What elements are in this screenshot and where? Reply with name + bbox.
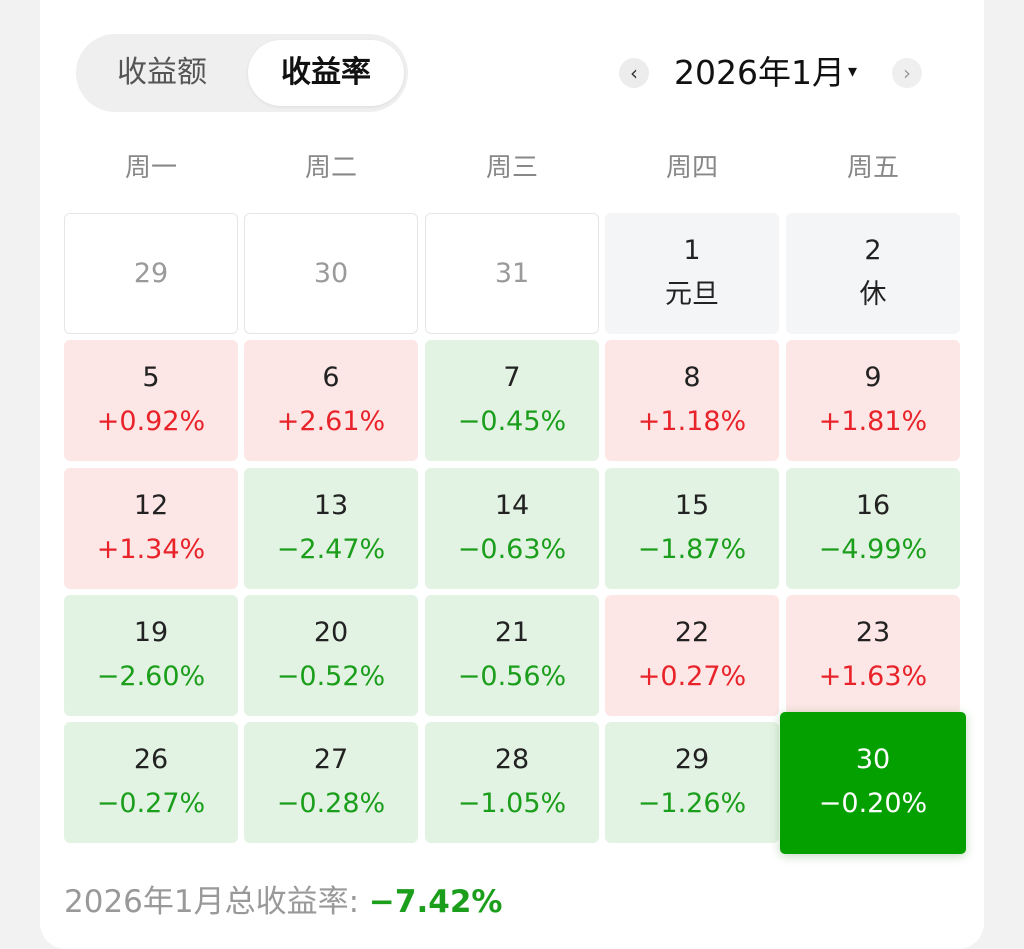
calendar-day-cell[interactable]: 28 −1.05% [425,722,599,843]
day-number: 8 [683,362,701,393]
daily-return: −1.26% [637,788,747,819]
daily-return: +0.27% [637,661,747,692]
calendar-day-cell[interactable]: 5 +0.92% [64,340,238,461]
daily-return: −1.05% [457,788,567,819]
daily-return: −0.63% [457,534,567,565]
day-number: 27 [313,744,349,775]
day-number: 2 [864,235,882,266]
calendar-day-cell[interactable]: 12 +1.34% [64,468,238,589]
day-number: 30 [313,258,349,289]
calendar-day-cell[interactable]: 1 元旦 [605,213,779,334]
daily-return: +1.34% [96,534,206,565]
day-number: 31 [494,258,530,289]
holiday-label: 休 [859,279,887,310]
month-selector[interactable]: 2026年1月 [674,53,845,92]
calendar-day-cell[interactable]: 14 −0.63% [425,468,599,589]
holiday-label: 元旦 [665,279,719,310]
calendar-day-cell: 30 [244,213,418,334]
daily-return: −0.52% [276,661,386,692]
monthly-total: 2026年1月总收益率: −7.42% [64,880,502,924]
weekday-mon: 周一 [124,153,177,183]
calendar-day-cell[interactable]: 22 +0.27% [605,595,779,716]
daily-return: −0.56% [457,661,567,692]
day-number: 16 [855,490,891,521]
day-number: 29 [674,744,710,775]
daily-return: −4.99% [818,534,928,565]
calendar-day-cell[interactable]: 26 −0.27% [64,722,238,843]
monthly-total-value: −7.42% [368,884,503,920]
prev-month-button[interactable]: ‹ [619,58,649,88]
metric-toggle: 收益额 收益率 [76,34,408,112]
daily-return: +0.92% [96,406,206,437]
calendar-day-cell[interactable]: 21 −0.56% [425,595,599,716]
calendar-day-cell[interactable]: 7 −0.45% [425,340,599,461]
day-number: 26 [133,744,169,775]
day-number: 1 [683,235,701,266]
calendar-day-cell[interactable]: 13 −2.47% [244,468,418,589]
day-number: 5 [142,362,160,393]
day-number: 22 [674,617,710,648]
calendar-day-cell[interactable]: 20 −0.52% [244,595,418,716]
weekday-fri: 周五 [846,153,899,183]
day-number: 21 [494,617,530,648]
monthly-total-label: 2026年1月总收益率: [64,884,369,920]
daily-return: −2.60% [96,661,206,692]
weekday-wed: 周三 [485,153,538,183]
calendar-day-cell[interactable]: 6 +2.61% [244,340,418,461]
calendar-day-cell[interactable]: 15 −1.87% [605,468,779,589]
day-number: 19 [133,617,169,648]
calendar-day-cell[interactable]: 16 −4.99% [786,468,960,589]
daily-return: +1.81% [818,406,928,437]
weekday-thu: 周四 [665,153,718,183]
calendar-day-cell[interactable]: 29 −1.26% [605,722,779,843]
day-number: 13 [313,490,349,521]
daily-return: −1.87% [637,534,747,565]
daily-return: −0.27% [96,788,206,819]
daily-return: +1.63% [818,661,928,692]
calendar-day-cell[interactable]: 23 +1.63% [786,595,960,716]
day-number: 15 [674,490,710,521]
day-number: 29 [133,258,169,289]
next-month-button[interactable]: › [892,58,922,88]
daily-return: −0.20% [818,788,928,819]
weekday-tue: 周二 [304,153,357,183]
day-number: 12 [133,490,169,521]
daily-return: −2.47% [276,534,386,565]
tab-profit-amount[interactable]: 收益额 [117,55,207,90]
tab-profit-rate[interactable]: 收益率 [248,40,404,106]
daily-return: +1.18% [637,406,747,437]
day-number: 28 [494,744,530,775]
day-number: 20 [313,617,349,648]
calendar-day-cell[interactable]: 8 +1.18% [605,340,779,461]
day-number: 9 [864,362,882,393]
day-number: 7 [503,362,521,393]
daily-return: +2.61% [276,406,386,437]
daily-return: −0.45% [457,406,567,437]
daily-return: −0.28% [276,788,386,819]
day-number: 6 [322,362,340,393]
calendar-day-cell[interactable]: 19 −2.60% [64,595,238,716]
chevron-down-icon[interactable]: ▾ [848,61,858,82]
day-number: 30 [855,744,891,775]
calendar-day-cell[interactable]: 30 −0.20% [780,712,966,854]
day-number: 23 [855,617,891,648]
calendar-day-cell[interactable]: 27 −0.28% [244,722,418,843]
calendar-day-cell: 29 [64,213,238,334]
calendar-day-cell: 31 [425,213,599,334]
calendar-day-cell[interactable]: 9 +1.81% [786,340,960,461]
day-number: 14 [494,490,530,521]
